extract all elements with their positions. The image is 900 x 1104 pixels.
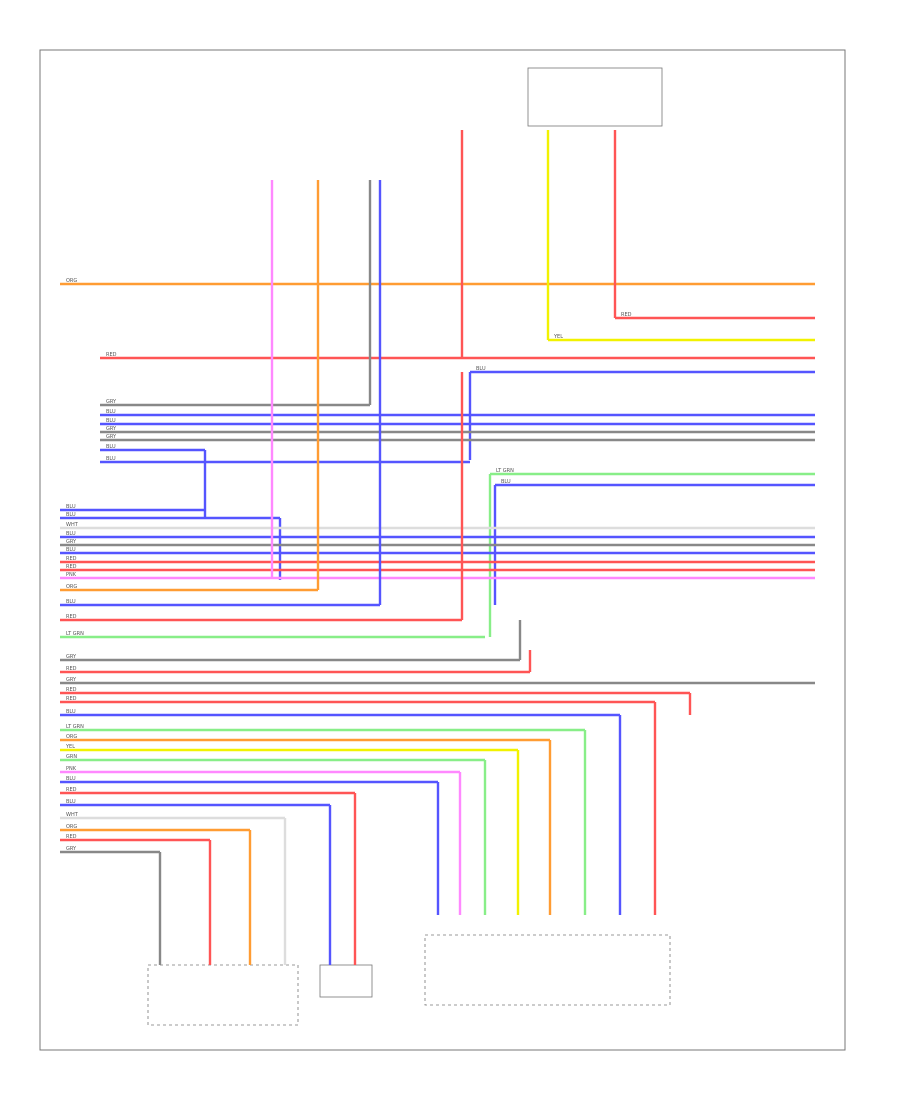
wire <box>60 828 252 965</box>
wire-color-code: BLU <box>476 366 486 372</box>
wire <box>60 850 162 965</box>
wire-color-code: RED <box>66 556 77 562</box>
diagram-frame <box>39 49 846 1051</box>
wire-color-code: BLU <box>66 547 76 553</box>
wire <box>613 130 815 320</box>
wire <box>60 816 287 965</box>
wire-color-code: RED <box>66 687 77 693</box>
wire <box>60 728 587 915</box>
wire-color-code: RED <box>621 312 632 318</box>
wire <box>100 448 207 518</box>
wire <box>60 803 332 965</box>
wire-color-code: RED <box>66 696 77 702</box>
wires: ORG RED YEL RED BLU GRY BLU BLU GRY GRY BLU BLU LT G… <box>60 130 815 965</box>
wire <box>60 738 552 915</box>
wire-color-code: RED <box>106 352 117 358</box>
wire <box>60 791 357 965</box>
wire <box>60 780 440 915</box>
wire-color-code: ORG <box>66 278 77 284</box>
lock-switch-box <box>147 964 299 1026</box>
top-connector-box <box>527 67 663 127</box>
wire-color-code: PNK <box>66 766 77 772</box>
wire-color-code: YEL <box>65 744 75 750</box>
wire-color-code: LT GRN <box>66 631 84 637</box>
wire <box>60 838 212 965</box>
wire-color-code: BLU <box>106 456 116 462</box>
wire-color-code: WHT <box>66 522 79 528</box>
wire-color-code: BLU <box>106 409 116 415</box>
wire-color-code: LT GRN <box>496 468 514 474</box>
wire-color-code: BLU <box>66 709 76 715</box>
wire <box>60 372 464 622</box>
wire <box>60 650 532 674</box>
wire-color-code: ORG <box>66 734 77 740</box>
wire-color-code: BLU <box>106 418 116 424</box>
wire <box>60 758 487 915</box>
wire <box>60 770 462 915</box>
wire-color-code: BLU <box>106 444 116 450</box>
wire <box>100 180 372 407</box>
wire <box>60 691 692 715</box>
wire-color-code: BLU <box>66 776 76 782</box>
wire <box>60 620 522 662</box>
wire-color-code: RED <box>66 787 77 793</box>
wire-color-code: RED <box>66 564 77 570</box>
wire <box>100 130 815 360</box>
wire-color-code: BLU <box>66 531 76 537</box>
wire-color-code: RED <box>66 614 77 620</box>
wire-color-code: GRY <box>106 434 117 440</box>
wire-color-code: BLU <box>501 479 511 485</box>
wire-color-code: ORG <box>66 824 77 830</box>
wire <box>60 748 520 915</box>
wire-color-code: BLU <box>66 504 76 510</box>
wire <box>60 180 382 607</box>
wire-color-code: GRY <box>66 654 77 660</box>
wire-color-code: RED <box>66 834 77 840</box>
wire-color-code: WHT <box>66 812 79 818</box>
wire-color-code: LT GRN <box>66 724 84 730</box>
wire-color-code: BLU <box>66 512 76 518</box>
wire-color-code: GRY <box>66 539 77 545</box>
wire <box>60 713 622 915</box>
wire-color-code: GRN <box>66 754 77 760</box>
wire <box>488 472 815 637</box>
wire <box>60 180 320 592</box>
wire-color-code: ORG <box>66 584 77 590</box>
wire-color-code: GRY <box>106 399 117 405</box>
wire-color-code: GRY <box>66 846 77 852</box>
wire <box>60 180 815 580</box>
wire-color-code: RED <box>66 666 77 672</box>
wire <box>546 130 815 342</box>
wire-color-code: BLU <box>66 599 76 605</box>
wire-color-code: GRY <box>106 426 117 432</box>
wire-color-code: GRY <box>66 677 77 683</box>
wire-color-code: PNK <box>66 572 77 578</box>
illumination-switch-box <box>424 934 671 1006</box>
wire-color-code: BLU <box>66 799 76 805</box>
relay-box <box>319 964 373 998</box>
wire-color-code: YEL <box>553 334 563 340</box>
wire <box>60 700 657 915</box>
